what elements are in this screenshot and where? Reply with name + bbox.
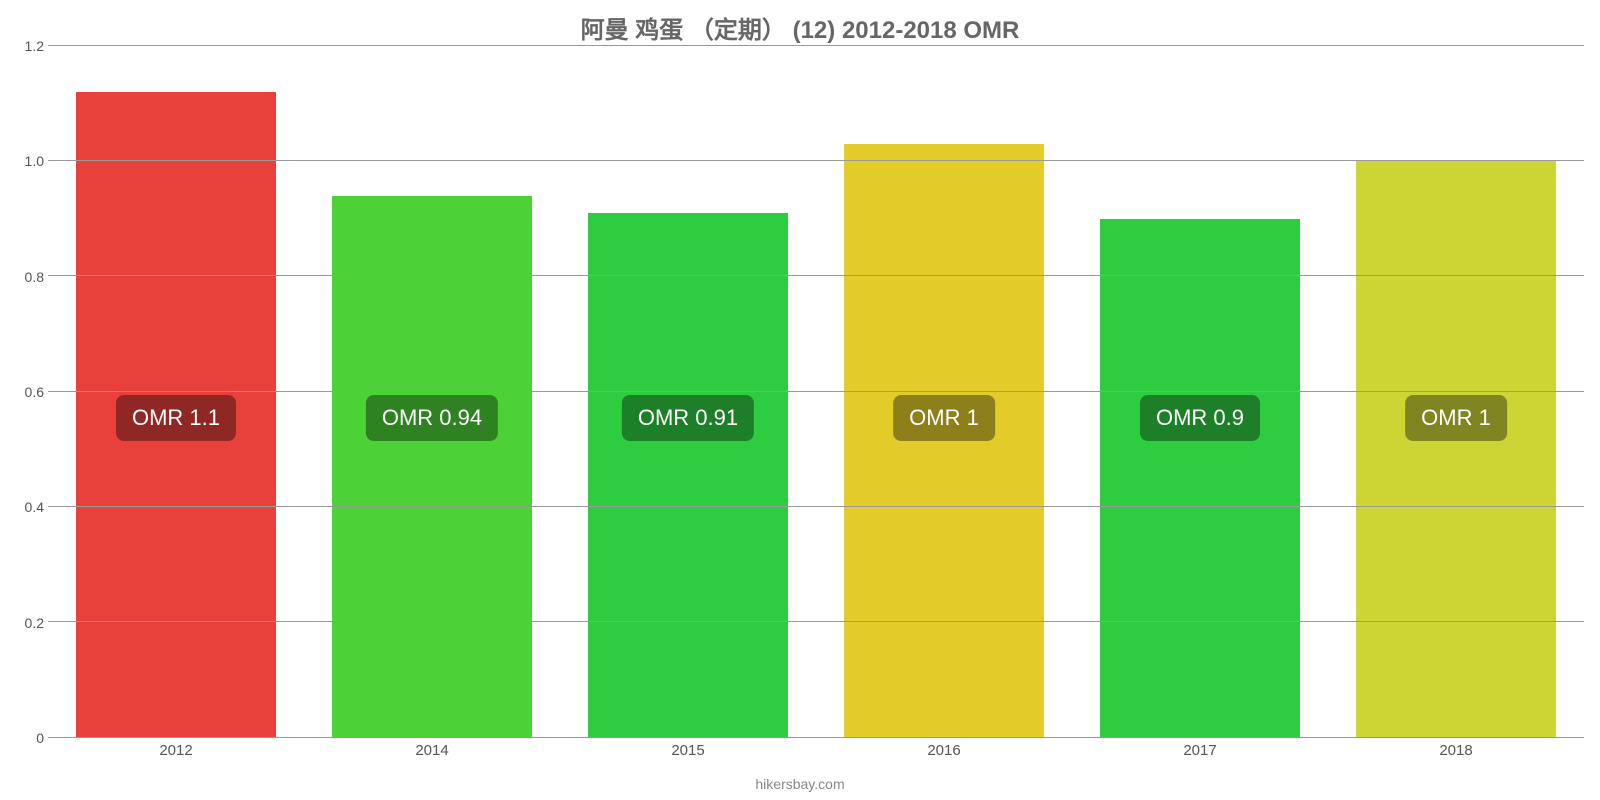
- gridline: [48, 506, 1584, 507]
- x-tick-label: 2012: [48, 742, 304, 764]
- bar-value-badge: OMR 1: [893, 395, 995, 441]
- y-tick-label: 0.6: [0, 384, 44, 400]
- chart-container: 阿曼 鸡蛋 （定期） (12) 2012-2018 OMR OMR 1.1OMR…: [0, 0, 1600, 800]
- bar: OMR 0.91: [588, 213, 788, 737]
- bar: OMR 0.94: [332, 196, 532, 737]
- gridline: [48, 391, 1584, 392]
- y-tick-label: 0: [0, 730, 44, 746]
- x-axis-labels: 201220142015201620172018: [48, 742, 1584, 764]
- chart-title: 阿曼 鸡蛋 （定期） (12) 2012-2018 OMR: [0, 10, 1600, 46]
- plot-area: OMR 1.1 OMR 0.94 OMR 0.91 OMR 1 OMR 0.9 OMR 1: [48, 46, 1584, 738]
- bar-slot: OMR 1.1: [48, 46, 304, 737]
- x-tick-label: 2018: [1328, 742, 1584, 764]
- x-tick-label: 2015: [560, 742, 816, 764]
- gridline: [48, 275, 1584, 276]
- bars-row: OMR 1.1 OMR 0.94 OMR 0.91 OMR 1 OMR 0.9 OMR 1: [48, 46, 1584, 737]
- y-tick-label: 0.4: [0, 499, 44, 515]
- bar: OMR 1: [844, 144, 1044, 737]
- bar-slot: OMR 1: [816, 46, 1072, 737]
- y-tick-label: 1.2: [0, 38, 44, 54]
- gridline: [48, 621, 1584, 622]
- bar-value-badge: OMR 1: [1405, 395, 1507, 441]
- bar: OMR 1: [1356, 161, 1556, 737]
- y-tick-label: 0.8: [0, 269, 44, 285]
- bar-value-badge: OMR 1.1: [116, 395, 236, 441]
- y-tick-label: 0.2: [0, 615, 44, 631]
- bar: OMR 0.9: [1100, 219, 1300, 737]
- x-tick-label: 2017: [1072, 742, 1328, 764]
- footer-credit: hikersbay.com: [0, 776, 1600, 792]
- x-tick-label: 2016: [816, 742, 1072, 764]
- x-tick-label: 2014: [304, 742, 560, 764]
- bar-slot: OMR 0.9: [1072, 46, 1328, 737]
- bar-value-badge: OMR 0.9: [1140, 395, 1260, 441]
- bar-value-badge: OMR 0.91: [622, 395, 754, 441]
- gridline: [48, 160, 1584, 161]
- y-tick-label: 1.0: [0, 153, 44, 169]
- bar-slot: OMR 0.94: [304, 46, 560, 737]
- bar-slot: OMR 1: [1328, 46, 1584, 737]
- bar: OMR 1.1: [76, 92, 276, 737]
- bar-value-badge: OMR 0.94: [366, 395, 498, 441]
- bar-slot: OMR 0.91: [560, 46, 816, 737]
- gridline: [48, 45, 1584, 46]
